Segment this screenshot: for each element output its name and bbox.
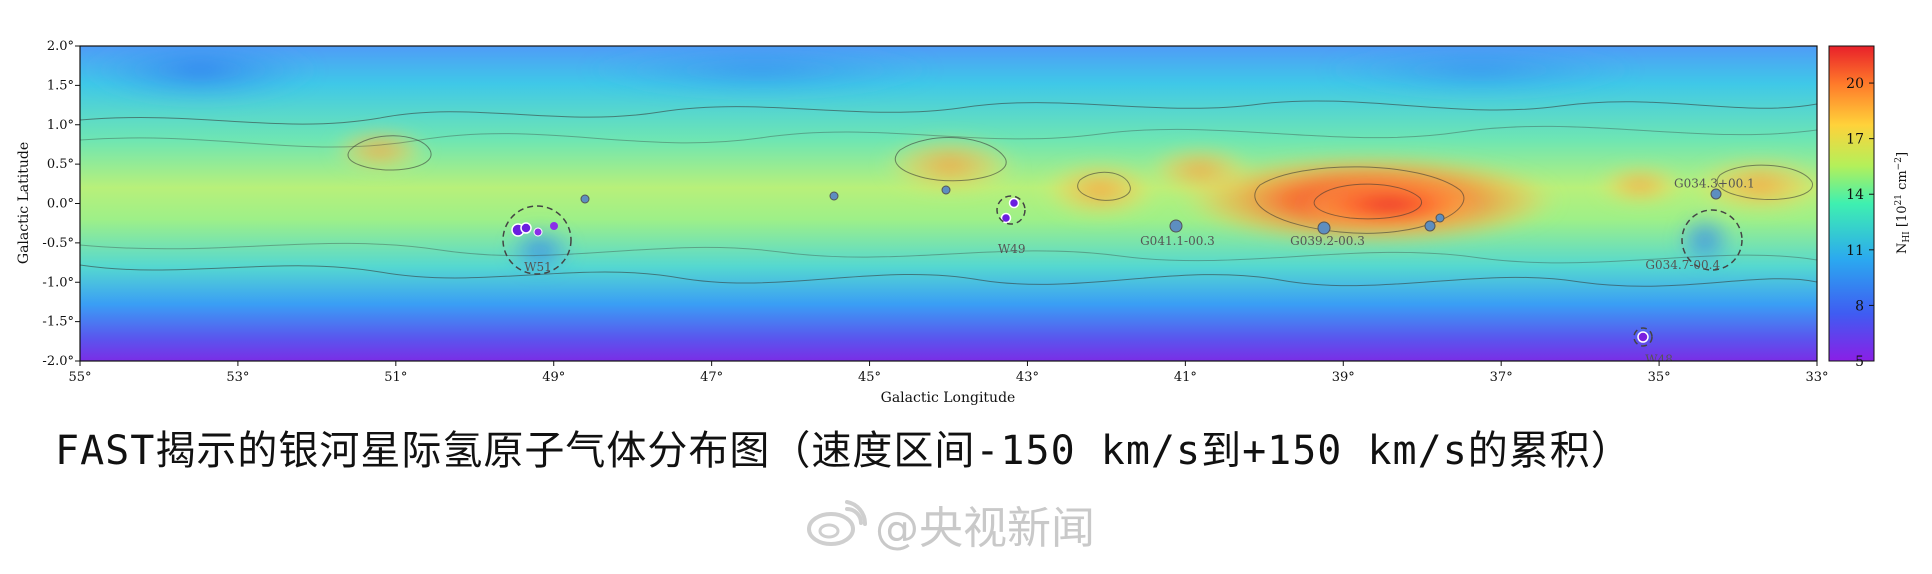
weibo-icon	[807, 500, 867, 546]
source-label: G039.2-00.3	[1290, 234, 1365, 248]
x-tick-label: 41°	[1174, 370, 1197, 385]
x-axis-label: Galactic Longitude	[881, 390, 1016, 406]
x-tick-label: 37°	[1490, 370, 1513, 385]
source-label: G034.7-00.4	[1645, 258, 1720, 272]
x-tick-label: 47°	[700, 370, 723, 385]
y-tick-label: 0.0°	[47, 197, 74, 212]
y-tick-label: -1.0°	[42, 275, 74, 290]
colorbar-tick-label: 20	[1846, 76, 1864, 92]
compact-sources	[511, 185, 1722, 343]
w48-circle	[1633, 327, 1653, 347]
source-label: G041.1-00.3	[1140, 234, 1215, 248]
x-tick-label: 49°	[542, 370, 565, 385]
emission-structure	[80, 46, 1817, 275]
x-tick-label: 53°	[226, 370, 249, 385]
source-label: G034.3+00.1	[1674, 177, 1755, 191]
source-label: W49	[998, 242, 1026, 256]
colorbar-tick-label: 14	[1846, 187, 1864, 203]
colorbar-tick-label: 8	[1855, 298, 1864, 314]
colorbar-tick-label: 17	[1846, 132, 1864, 148]
x-tick-label: 45°	[858, 370, 881, 385]
y-tick-label: 1.5°	[47, 78, 74, 93]
x-tick-label: 35°	[1648, 370, 1671, 385]
y-axis-label: Galactic Latitude	[16, 142, 32, 264]
contours	[80, 100, 1817, 287]
x-tick-label: 33°	[1805, 370, 1828, 385]
x-tick-label: 55°	[68, 370, 91, 385]
region-circles	[502, 195, 1743, 347]
y-tick-label: -2.0°	[42, 354, 74, 369]
y-tick-label: -0.5°	[42, 236, 74, 251]
watermark-text: @央视新闻	[875, 503, 1095, 554]
y-axis: 2.0° 1.5° 1.0° 0.5° 0.0° -0.5° -1.0° -1.5° -2.0°	[42, 39, 80, 369]
colorbar-tick-label: 5	[1855, 354, 1864, 370]
source-label: W51	[524, 260, 552, 274]
colorbar-ticks: 5 8 11 14 17 20	[1846, 76, 1874, 370]
colorbar-tick-label: 11	[1846, 243, 1864, 259]
w51-circle	[502, 205, 572, 275]
x-tick-label: 51°	[384, 370, 407, 385]
y-tick-label: 2.0°	[47, 39, 74, 54]
annotation-layer: W51 W49 G041.1-00.3 G039.2-00.3 G034.7-00.4 G…	[524, 177, 1755, 366]
x-axis: 55° 53° 51° 49° 47° 45° 43° 41° 39° 37° 35° 33°	[68, 361, 1829, 385]
y-tick-label: -1.5°	[42, 315, 74, 330]
colorbar-label: NHI [1021 cm−2]	[1894, 152, 1912, 254]
x-tick-label: 43°	[1016, 370, 1039, 385]
plot-area: W51 W49 G041.1-00.3 G039.2-00.3 G034.7-00.4 G…	[80, 46, 1817, 366]
watermark: @央视新闻	[805, 494, 1095, 554]
g034-7-circle	[1681, 209, 1743, 271]
y-tick-label: 1.0°	[47, 118, 74, 133]
w49-circle	[996, 195, 1026, 225]
y-tick-label: 0.5°	[47, 157, 74, 172]
x-tick-label: 39°	[1332, 370, 1355, 385]
figure-caption: FAST揭示的银河星际氢原子气体分布图（速度区间-150 km/s到+150 k…	[55, 428, 1632, 474]
colorbar	[1828, 45, 1875, 362]
source-label: W48	[1645, 352, 1673, 366]
